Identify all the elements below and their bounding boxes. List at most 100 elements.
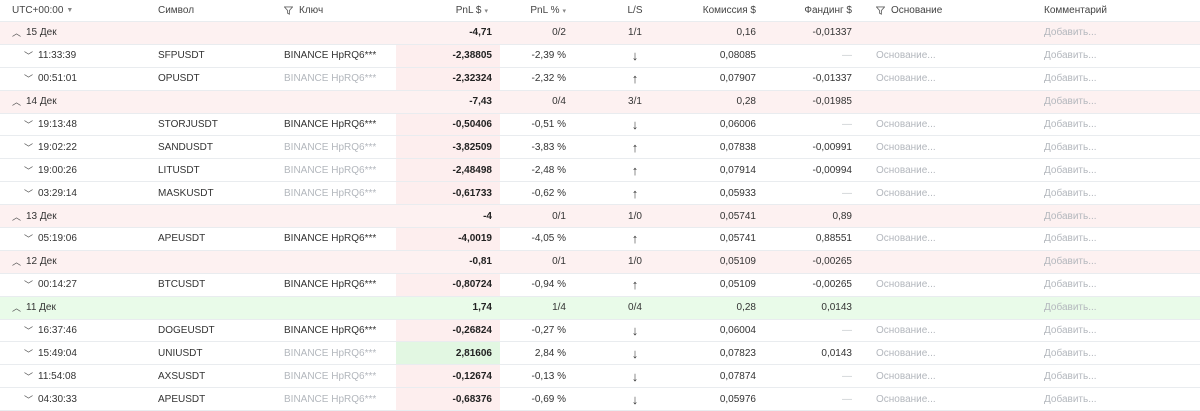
sort-icon: ▾ [484,7,488,15]
column-pnl-percent[interactable]: PnL % ▾ [504,0,570,21]
trade-toggle[interactable]: ﹀ 00:14:27 [24,274,164,296]
trade-row[interactable]: ﹀ 11:33:39 SFPUSDT BINANCE HpRQ6*** -2,3… [0,44,1200,68]
group-funding: 0,89 [832,210,852,222]
trade-symbol: DOGEUSDT [158,325,215,337]
column-ls[interactable]: L/S [600,0,670,21]
column-key[interactable]: Ключ [284,0,394,21]
basis-input[interactable]: Основание... [876,233,936,245]
group-toggle[interactable]: ︿ 11 Дек [12,297,152,319]
add-comment-button[interactable]: Добавить... [1044,233,1097,245]
column-symbol[interactable]: Символ [158,0,278,21]
trade-toggle[interactable]: ﹀ 19:13:48 [24,114,164,136]
add-comment-button[interactable]: Добавить... [1044,279,1097,291]
date-group-row[interactable]: ︿ 15 Дек -4,71 0/2 1/1 0,16 -0,01337 Доб… [0,22,1200,45]
chevron-down-icon[interactable]: ﹀ [24,371,34,382]
trade-row[interactable]: ﹀ 19:00:26 LITUSDT BINANCE HpRQ6*** -2,4… [0,159,1200,183]
trade-toggle[interactable]: ﹀ 19:02:22 [24,136,164,158]
date-group-row[interactable]: ︿ 11 Дек 1,74 1/4 0/4 0,28 0,0143 Добави… [0,296,1200,320]
chevron-down-icon[interactable]: ﹀ [24,74,34,85]
trade-toggle[interactable]: ﹀ 04:30:33 [24,388,164,410]
basis-input[interactable]: Основание... [876,164,936,176]
add-comment-button[interactable]: Добавить... [1044,141,1097,153]
add-comment-button[interactable]: Добавить... [1044,325,1097,337]
add-comment-button[interactable]: Добавить... [1044,73,1097,85]
basis-input[interactable]: Основание... [876,279,936,291]
trade-row[interactable]: ﹀ 19:13:48 STORJUSDT BINANCE HpRQ6*** -0… [0,113,1200,137]
basis-input[interactable]: Основание... [876,73,936,85]
group-commission: 0,16 [736,27,756,39]
chevron-up-icon[interactable]: ︿ [12,28,22,39]
trade-toggle[interactable]: ﹀ 03:29:14 [24,182,164,204]
column-key-label: Ключ [299,5,324,16]
add-comment-button[interactable]: Добавить... [1044,210,1097,222]
chevron-down-icon[interactable]: ﹀ [24,234,34,245]
column-basis[interactable]: Основание [876,0,1036,21]
trade-row[interactable]: ﹀ 05:19:06 APEUSDT BINANCE HpRQ6*** -4,0… [0,228,1200,251]
column-funding[interactable]: Фандинг $ [768,0,852,21]
chevron-down-icon[interactable]: ﹀ [24,165,34,176]
add-comment-button[interactable]: Добавить... [1044,302,1097,314]
trade-row[interactable]: ﹀ 15:49:04 UNIUSDT BINANCE HpRQ6*** 2,81… [0,342,1200,366]
column-commission[interactable]: Комиссия $ [676,0,756,21]
trade-pnl-percent: -2,32 % [531,73,566,85]
chevron-down-icon[interactable]: ﹀ [24,188,34,199]
trade-row[interactable]: ﹀ 04:30:33 APEUSDT BINANCE HpRQ6*** -0,6… [0,388,1200,411]
add-comment-button[interactable]: Добавить... [1044,187,1097,199]
column-pnl[interactable]: PnL $ ▾ [396,0,500,21]
date-group-row[interactable]: ︿ 12 Дек -0,81 0/1 1/0 0,05109 -0,00265 … [0,250,1200,274]
add-comment-button[interactable]: Добавить... [1044,370,1097,382]
group-toggle[interactable]: ︿ 12 Дек [12,251,152,273]
add-comment-button[interactable]: Добавить... [1044,119,1097,130]
trade-toggle[interactable]: ﹀ 19:00:26 [24,159,164,181]
group-toggle[interactable]: ︿ 15 Дек [12,22,152,44]
arrow-up-icon: ↑ [631,185,639,201]
chevron-up-icon[interactable]: ︿ [12,211,22,222]
chevron-down-icon[interactable]: ﹀ [24,326,34,337]
add-comment-button[interactable]: Добавить... [1044,164,1097,176]
chevron-up-icon[interactable]: ︿ [12,303,22,314]
timezone-selector[interactable]: UTC+00:00 ▼ [12,0,152,21]
chevron-down-icon[interactable]: ﹀ [24,394,34,405]
trade-row[interactable]: ﹀ 03:29:14 MASKUSDT BINANCE HpRQ6*** -0,… [0,182,1200,206]
trade-row[interactable]: ﹀ 00:51:01 OPUSDT BINANCE HpRQ6*** -2,32… [0,67,1200,91]
trade-row[interactable]: ﹀ 16:37:46 DOGEUSDT BINANCE HpRQ6*** -0,… [0,319,1200,343]
date-group-row[interactable]: ︿ 13 Дек -4 0/1 1/0 0,05741 0,89 Добавит… [0,205,1200,229]
chevron-down-icon[interactable]: ﹀ [24,348,34,359]
filter-icon[interactable] [284,6,293,15]
basis-input[interactable]: Основание... [876,325,936,337]
trade-row[interactable]: ﹀ 11:54:08 AXSUSDT BINANCE HpRQ6*** -0,1… [0,365,1200,389]
chevron-down-icon[interactable]: ﹀ [24,120,34,130]
column-comment[interactable]: Комментарий [1044,0,1194,21]
basis-input[interactable]: Основание... [876,187,936,199]
chevron-down-icon[interactable]: ﹀ [24,280,34,291]
basis-input[interactable]: Основание... [876,141,936,153]
chevron-up-icon[interactable]: ︿ [12,257,22,268]
add-comment-button[interactable]: Добавить... [1044,393,1097,405]
trade-toggle[interactable]: ﹀ 15:49:04 [24,342,164,364]
group-toggle[interactable]: ︿ 14 Дек [12,91,152,113]
filter-icon[interactable] [876,6,885,15]
date-group-row[interactable]: ︿ 14 Дек -7,43 0/4 3/1 0,28 -0,01985 Доб… [0,90,1200,114]
group-toggle[interactable]: ︿ 13 Дек [12,205,152,227]
basis-input[interactable]: Основание... [876,393,936,405]
basis-input[interactable]: Основание... [876,119,936,130]
trade-toggle[interactable]: ﹀ 16:37:46 [24,320,164,342]
trade-row[interactable]: ﹀ 00:14:27 BTCUSDT BINANCE HpRQ6*** -0,8… [0,273,1200,297]
chevron-up-icon[interactable]: ︿ [12,97,22,108]
add-comment-button[interactable]: Добавить... [1044,347,1097,359]
trade-pnl: -0,61733 [396,182,500,205]
add-comment-button[interactable]: Добавить... [1044,27,1097,39]
add-comment-button[interactable]: Добавить... [1044,256,1097,268]
trade-toggle[interactable]: ﹀ 00:51:01 [24,68,164,90]
trade-toggle[interactable]: ﹀ 11:54:08 [24,365,164,387]
basis-input[interactable]: Основание... [876,370,936,382]
basis-input[interactable]: Основание... [876,50,936,62]
chevron-down-icon[interactable]: ﹀ [24,51,34,62]
trade-toggle[interactable]: ﹀ 05:19:06 [24,228,164,250]
chevron-down-icon[interactable]: ﹀ [24,142,34,153]
trade-toggle[interactable]: ﹀ 11:33:39 [24,45,164,67]
trade-row[interactable]: ﹀ 19:02:22 SANDUSDT BINANCE HpRQ6*** -3,… [0,136,1200,160]
add-comment-button[interactable]: Добавить... [1044,50,1097,62]
basis-input[interactable]: Основание... [876,347,936,359]
add-comment-button[interactable]: Добавить... [1044,96,1097,108]
